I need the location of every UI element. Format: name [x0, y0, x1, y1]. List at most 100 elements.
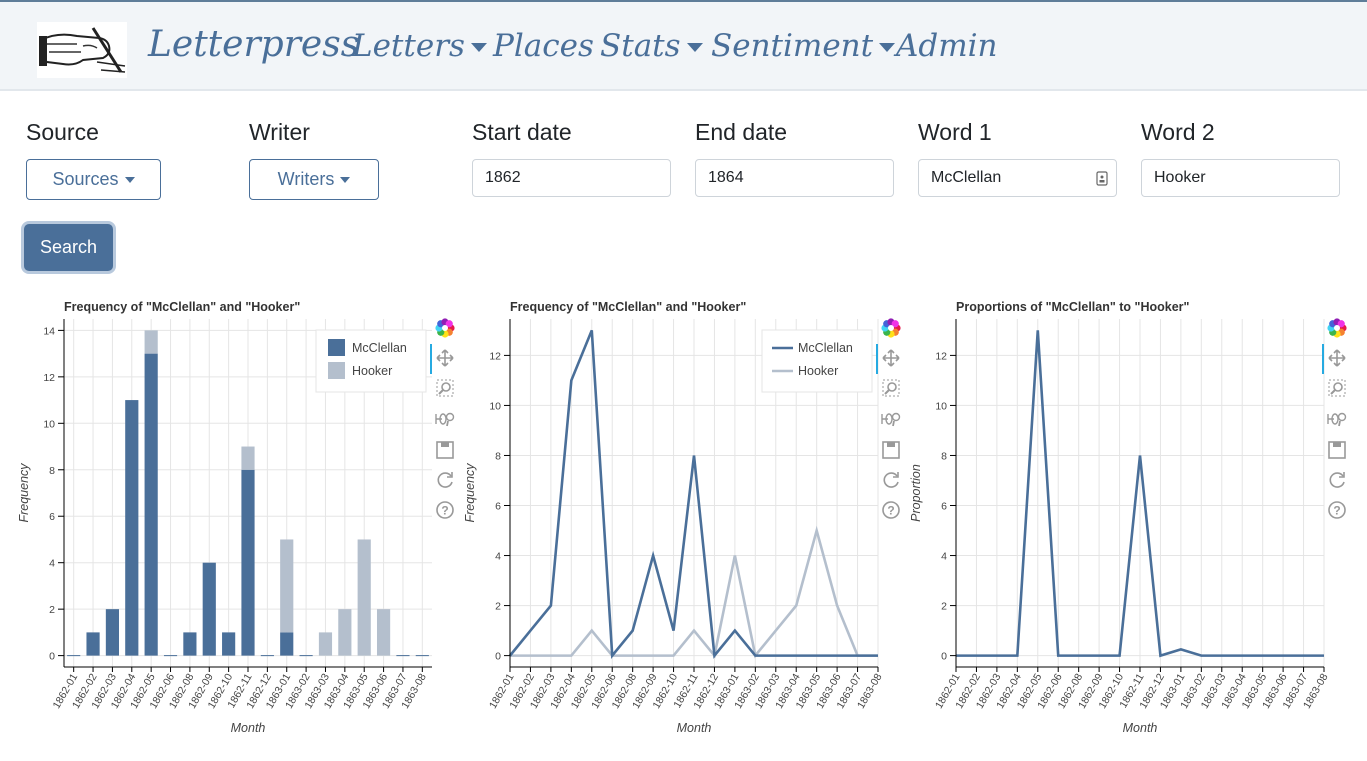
- save-icon[interactable]: [1328, 441, 1346, 459]
- handle-glyph: [446, 420, 449, 427]
- nav-stats[interactable]: Stats: [600, 28, 703, 64]
- bar-hooker: [376, 609, 391, 656]
- x-axis-label: Month: [231, 721, 266, 735]
- wheel-zoom-icon[interactable]: [881, 412, 901, 427]
- legend-swatch: [328, 339, 345, 356]
- chart-title: Frequency of "McClellan" and "Hooker": [510, 300, 746, 314]
- handle-glyph: [1330, 389, 1336, 395]
- chart-line-proportion: Proportions of "McClellan" to "Hooker" 0 2…: [909, 300, 1347, 735]
- y-tick-label: 0: [495, 651, 501, 663]
- help-circle: [436, 501, 454, 519]
- bar-mcclellan: [125, 400, 139, 656]
- reset-arc: [1329, 472, 1345, 488]
- bar-hooker: [280, 539, 294, 633]
- pan-icon[interactable]: [882, 349, 900, 367]
- active-tool-indicator: [1322, 344, 1324, 374]
- legend-label: Hooker: [352, 364, 392, 378]
- start-date-input[interactable]: 1862: [472, 159, 671, 197]
- pan-glyph: [1328, 349, 1346, 367]
- help-icon[interactable]: ?: [436, 501, 454, 519]
- word2-input[interactable]: Hooker: [1141, 159, 1340, 197]
- y-tick-label: 12: [935, 350, 947, 362]
- box-zoom-icon[interactable]: [882, 379, 900, 397]
- y-tick-label: 2: [495, 601, 501, 613]
- y-tick-label: 8: [941, 450, 947, 462]
- legend-box: [761, 329, 873, 393]
- help-icon[interactable]: ?: [1328, 501, 1346, 519]
- y-tick-label: 12: [489, 350, 501, 362]
- wheel-glyph: [439, 413, 447, 425]
- x-axis-label: Month: [1123, 721, 1158, 735]
- active-tool-indicator: [876, 344, 878, 374]
- help-icon[interactable]: ?: [882, 501, 900, 519]
- wheel-bar-glyph: [435, 414, 442, 424]
- search-button[interactable]: Search: [24, 224, 113, 271]
- pan-glyph: [436, 349, 454, 367]
- y-tick-label: 14: [43, 325, 55, 337]
- y-tick-label: 4: [49, 558, 55, 570]
- start-date-label: Start date: [472, 119, 572, 145]
- bokeh-logo-icon[interactable]: [881, 318, 901, 338]
- source-label: Source: [26, 119, 99, 145]
- bar-mcclellan: [280, 632, 294, 656]
- nav-letters[interactable]: Letters: [352, 28, 487, 64]
- box-zoom-icon[interactable]: [436, 379, 454, 397]
- writers-dropdown-button[interactable]: Writers: [249, 159, 379, 200]
- nav-places[interactable]: Places: [493, 28, 594, 64]
- reset-arrow: [447, 472, 453, 478]
- pan-glyph: [882, 349, 900, 367]
- reset-icon[interactable]: [1329, 472, 1345, 488]
- wheel-glyph: [1331, 413, 1339, 425]
- reset-arc: [883, 472, 899, 488]
- logo-center: [888, 325, 894, 331]
- y-tick-label: 6: [941, 501, 947, 513]
- save-label: [1333, 442, 1341, 447]
- bokeh-logo-icon[interactable]: [435, 318, 455, 338]
- navbar: Letterpress Letters Places Stats Sentime…: [0, 2, 1367, 91]
- chevron-down-icon: [340, 176, 351, 183]
- box-glyph: [436, 379, 454, 397]
- top-border: [0, 0, 1367, 2]
- bar-mcclellan: [222, 632, 236, 656]
- reset-icon[interactable]: [437, 472, 453, 488]
- nav-admin[interactable]: Admin: [896, 28, 998, 64]
- save-icon[interactable]: [882, 441, 900, 459]
- wheel-zoom-icon[interactable]: [435, 412, 455, 427]
- y-tick-label: 8: [49, 465, 55, 477]
- y-tick-label: 0: [941, 651, 947, 663]
- writers-button-label: Writers: [277, 169, 335, 189]
- bar-mcclellan: [105, 609, 120, 656]
- legend-label: McClellan: [352, 341, 407, 355]
- word1-input[interactable]: McClellan: [918, 159, 1117, 197]
- box-zoom-icon[interactable]: [1328, 379, 1346, 397]
- y-tick-label: 2: [49, 604, 55, 616]
- x-axis-label: Month: [677, 721, 712, 735]
- y-tick-label: 6: [49, 511, 55, 523]
- legend-label: McClellan: [798, 341, 853, 355]
- end-date-input[interactable]: 1864: [695, 159, 894, 197]
- nav-admin-label: Admin: [896, 28, 998, 64]
- legend-label: Hooker: [798, 364, 838, 378]
- reset-icon[interactable]: [883, 472, 899, 488]
- brand-link[interactable]: Letterpress: [148, 24, 360, 65]
- chart-bar-frequency: Frequency of "McClellan" and "Hooker" 0 2 4…: [17, 300, 455, 735]
- save-icon[interactable]: [436, 441, 454, 459]
- nav-sentiment-label: Sentiment: [711, 28, 874, 64]
- lens-glyph: [441, 382, 451, 392]
- y-tick-label: 0: [49, 651, 55, 663]
- autofill-icon[interactable]: [1096, 171, 1108, 186]
- box-glyph: [882, 379, 900, 397]
- bar-hooker: [338, 609, 352, 656]
- nav-letters-label: Letters: [352, 28, 465, 64]
- bokeh-logo-icon[interactable]: [1327, 318, 1347, 338]
- nav-sentiment[interactable]: Sentiment: [711, 28, 896, 64]
- pan-icon[interactable]: [1328, 349, 1346, 367]
- sources-dropdown-button[interactable]: Sources: [26, 159, 161, 200]
- bar-mcclellan: [183, 632, 197, 656]
- pan-icon[interactable]: [436, 349, 454, 367]
- bar-mcclellan: [144, 353, 158, 656]
- box-glyph: [1328, 379, 1346, 397]
- wheel-zoom-icon[interactable]: [1327, 412, 1347, 427]
- logo-dot: [1337, 320, 1345, 328]
- letterpress-logo[interactable]: [37, 22, 127, 78]
